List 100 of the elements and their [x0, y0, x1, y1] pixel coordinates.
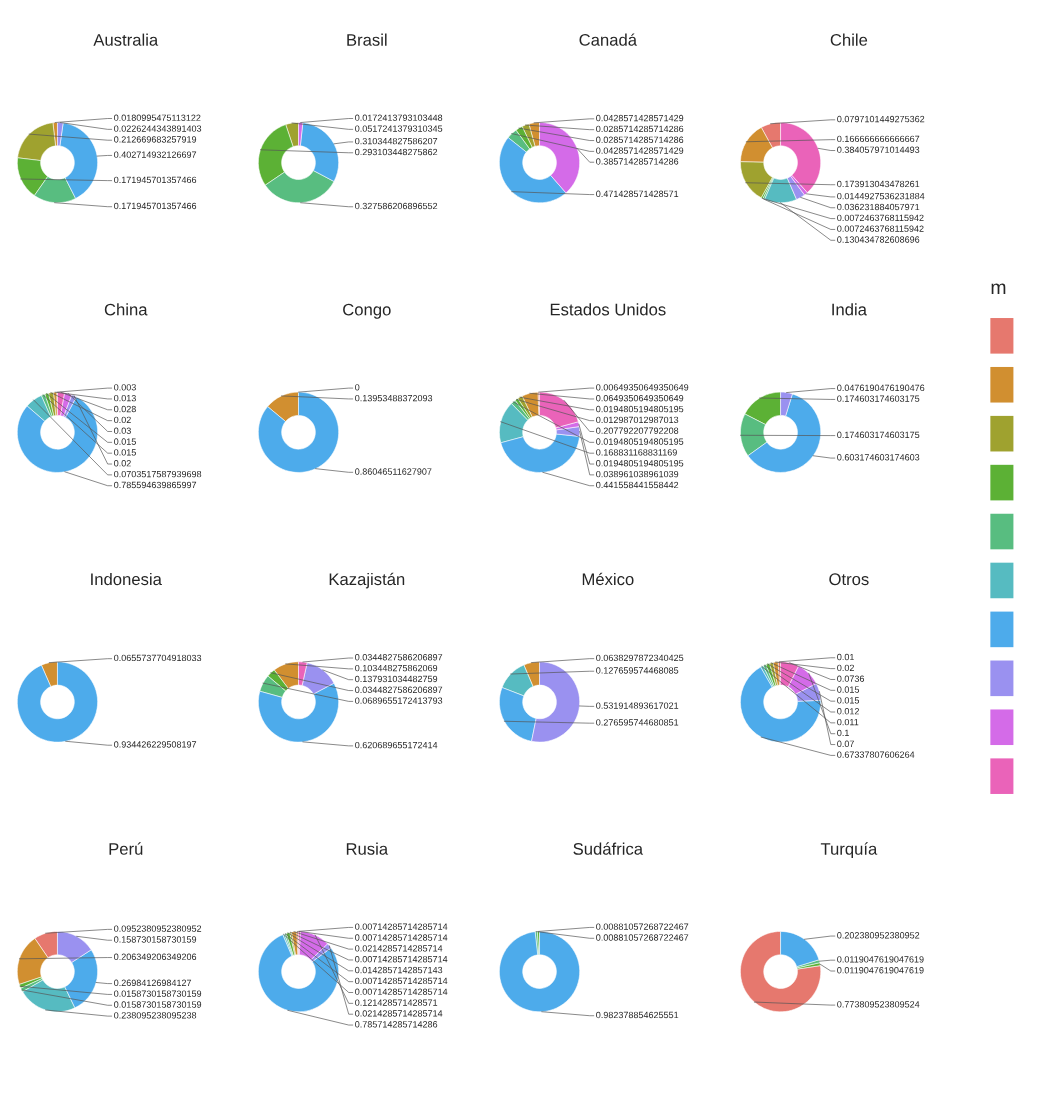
- data-label: 0.402714932126697: [114, 151, 197, 158]
- data-label: 0.0072463768115942: [837, 214, 924, 222]
- data-label: 0.0119047619047619: [837, 967, 924, 974]
- data-label: 0.385714285714286: [596, 158, 679, 165]
- data-label: 0.00714285714285714: [355, 977, 448, 985]
- data-label: 0.603174603174603: [837, 454, 920, 461]
- data-label: 0.0736: [837, 675, 865, 682]
- data-label: 0.384057971014493: [837, 146, 920, 153]
- data-label: 0.0703517587939698: [114, 470, 202, 478]
- data-label: 0.0072463768115942: [837, 225, 924, 232]
- chart-title: India: [832, 303, 867, 316]
- data-label: 0.174603174603175: [837, 431, 920, 439]
- chart-title: Australia: [93, 33, 159, 46]
- data-label: 0.1: [837, 729, 849, 737]
- chart-title: Rusia: [346, 842, 389, 855]
- data-label: 0.158730158730159: [114, 936, 197, 943]
- data-label: 0.0214285714285714: [355, 1010, 443, 1017]
- data-label: 0.171945701357466: [114, 176, 197, 184]
- chart-title: Brasil: [347, 33, 387, 46]
- data-label: 0.013: [114, 394, 136, 402]
- data-label: 0.0649350649350649: [596, 394, 684, 402]
- data-label: 0.0344827586206897: [355, 686, 443, 693]
- data-label: 0.168831168831169: [596, 449, 677, 456]
- data-label: 0.13953488372093: [355, 394, 433, 402]
- data-label: 0.276595744680851: [596, 719, 679, 726]
- chart-title: Otros: [829, 573, 869, 586]
- data-label: 0.0226244343891403: [114, 125, 202, 132]
- chart-title: México: [582, 572, 634, 586]
- data-label: 0.206349206349206: [114, 953, 197, 960]
- data-label: 0.202380952380952: [837, 932, 920, 939]
- data-label: 0.166666666666667: [837, 135, 920, 143]
- data-label: 0.0689655172413793: [355, 697, 443, 704]
- data-label: 0.171945701357466: [114, 202, 197, 210]
- data-label: 0.0638297872340425: [596, 654, 684, 662]
- chart-title: Estados Unidos: [550, 303, 666, 316]
- data-label: 0.0172413793103448: [355, 114, 443, 121]
- chart-title: Chile: [830, 33, 868, 46]
- data-label: 0.531914893617021: [596, 702, 679, 709]
- data-label: 0.934426229508197: [114, 741, 197, 748]
- data-label: 0.0285714285714286: [596, 125, 684, 133]
- chart-title: Canadá: [579, 33, 638, 46]
- data-label: 0.0517241379310345: [355, 125, 443, 132]
- data-label: 0.471428571428571: [596, 190, 679, 197]
- data-label: 0.0194805194805195: [596, 405, 684, 413]
- data-label: 0.00714285714285714: [355, 988, 448, 995]
- data-label: 0.01: [837, 653, 854, 661]
- data-label: 0.441558441558442: [596, 481, 679, 489]
- data-label: 0.0655737704918033: [114, 654, 202, 662]
- data-label: 0.02: [114, 460, 131, 467]
- data-label: 0.982378854625551: [596, 1011, 679, 1019]
- data-label: 0.0344827586206897: [355, 654, 443, 661]
- data-label: 0.012987012987013: [596, 416, 679, 424]
- chart-title: Turquía: [820, 842, 878, 859]
- data-label: 0.015: [114, 449, 136, 456]
- data-label: 0.02: [114, 416, 131, 424]
- data-label: 0.0476190476190476: [837, 384, 925, 392]
- data-label: 0.011: [837, 718, 859, 726]
- data-label: 0.121428571428571: [355, 999, 438, 1006]
- data-label: 0.173913043478261: [837, 180, 920, 188]
- chart-title: China: [104, 303, 148, 316]
- data-label: 0.137931034482759: [355, 675, 438, 683]
- data-label: 0.327586206896552: [355, 202, 438, 210]
- data-label: 0.67337807606264: [837, 751, 915, 758]
- data-label: 0.07: [837, 740, 854, 747]
- chart-title: Congo: [343, 303, 391, 319]
- data-label: 0.293103448275862: [355, 148, 438, 156]
- data-label: 0.130434782608696: [837, 236, 920, 243]
- data-label: 0.0144927536231884: [837, 192, 925, 200]
- data-label: 0.00649350649350649: [596, 384, 689, 391]
- data-label: 0.0142857142857143: [355, 966, 443, 974]
- data-label: 0.036231884057971: [837, 203, 920, 211]
- data-label: 0.0158730158730159: [114, 1001, 202, 1008]
- data-label: 0.127659574468085: [596, 667, 679, 674]
- data-label: 0.003: [114, 384, 136, 391]
- chart-title: Kazajistán: [329, 572, 405, 589]
- data-label: 0.0158730158730159: [114, 990, 202, 997]
- data-label: 0.00714285714285714: [355, 923, 448, 930]
- data-label: 0.012: [837, 708, 859, 715]
- data-label: 0.86046511627907: [355, 468, 432, 475]
- data-label: 0.238095238095238: [114, 1012, 197, 1019]
- data-label: 0.212669683257919: [114, 136, 197, 143]
- data-label: 0.015: [114, 438, 136, 445]
- data-label: 0.038961038961039: [596, 470, 679, 478]
- data-label: 0.310344827586207: [355, 137, 438, 145]
- data-label: 0.00714285714285714: [355, 934, 448, 941]
- data-label: 0.0214285714285714: [355, 945, 443, 952]
- data-label: 0.174603174603175: [837, 395, 920, 402]
- chart-title: Perú: [109, 842, 143, 855]
- data-label: 0.00714285714285714: [355, 956, 448, 963]
- data-label: 0.207792207792208: [596, 427, 679, 434]
- data-label: 0.03: [114, 427, 131, 434]
- data-label: 0.0428571428571429: [596, 114, 684, 122]
- data-label: 0.0194805194805195: [596, 460, 684, 467]
- data-label: 0.00881057268722467: [596, 934, 689, 941]
- data-label: 0.00881057268722467: [596, 923, 689, 930]
- text: 0: [355, 384, 360, 391]
- data-label: 0.015: [837, 697, 860, 704]
- data-label: 0.26984126984127: [114, 979, 192, 986]
- chart-title: Indonesia: [91, 572, 162, 586]
- data-label: 0.785594639865997: [114, 481, 197, 489]
